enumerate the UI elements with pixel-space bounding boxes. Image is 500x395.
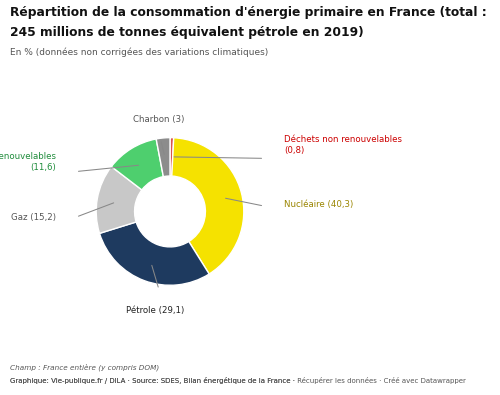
Wedge shape — [156, 137, 170, 177]
Wedge shape — [100, 222, 209, 285]
Wedge shape — [172, 138, 244, 274]
Wedge shape — [96, 167, 142, 233]
Text: Graphique: Vie-publique.fr / DILA · Source: SDES, Bilan énergétique de la France: Graphique: Vie-publique.fr / DILA · Sour… — [10, 377, 297, 384]
Text: Champ : France entière (y compris DOM): Champ : France entière (y compris DOM) — [10, 364, 159, 371]
Wedge shape — [112, 139, 164, 190]
Text: Graphique: Vie-publique.fr / DILA · Source: SDES, Bilan énergétique de la France: Graphique: Vie-publique.fr / DILA · Sour… — [10, 377, 466, 384]
Text: Gaz (15,2): Gaz (15,2) — [10, 213, 56, 222]
Text: Charbon (3): Charbon (3) — [133, 115, 184, 124]
Text: Énergies renouvelables
(11,6): Énergies renouvelables (11,6) — [0, 151, 56, 172]
Text: Nucléaire (40,3): Nucléaire (40,3) — [284, 199, 354, 209]
Text: Répartition de la consommation d'énergie primaire en France (total :: Répartition de la consommation d'énergie… — [10, 6, 487, 19]
Text: En % (données non corrigées des variations climatiques): En % (données non corrigées des variatio… — [10, 47, 268, 57]
Text: 245 millions de tonnes équivalent pétrole en 2019): 245 millions de tonnes équivalent pétrol… — [10, 26, 364, 39]
Text: Déchets non renouvelables
(0,8): Déchets non renouvelables (0,8) — [284, 135, 403, 155]
Text: Pétrole (29,1): Pétrole (29,1) — [126, 306, 184, 315]
Wedge shape — [170, 137, 173, 176]
